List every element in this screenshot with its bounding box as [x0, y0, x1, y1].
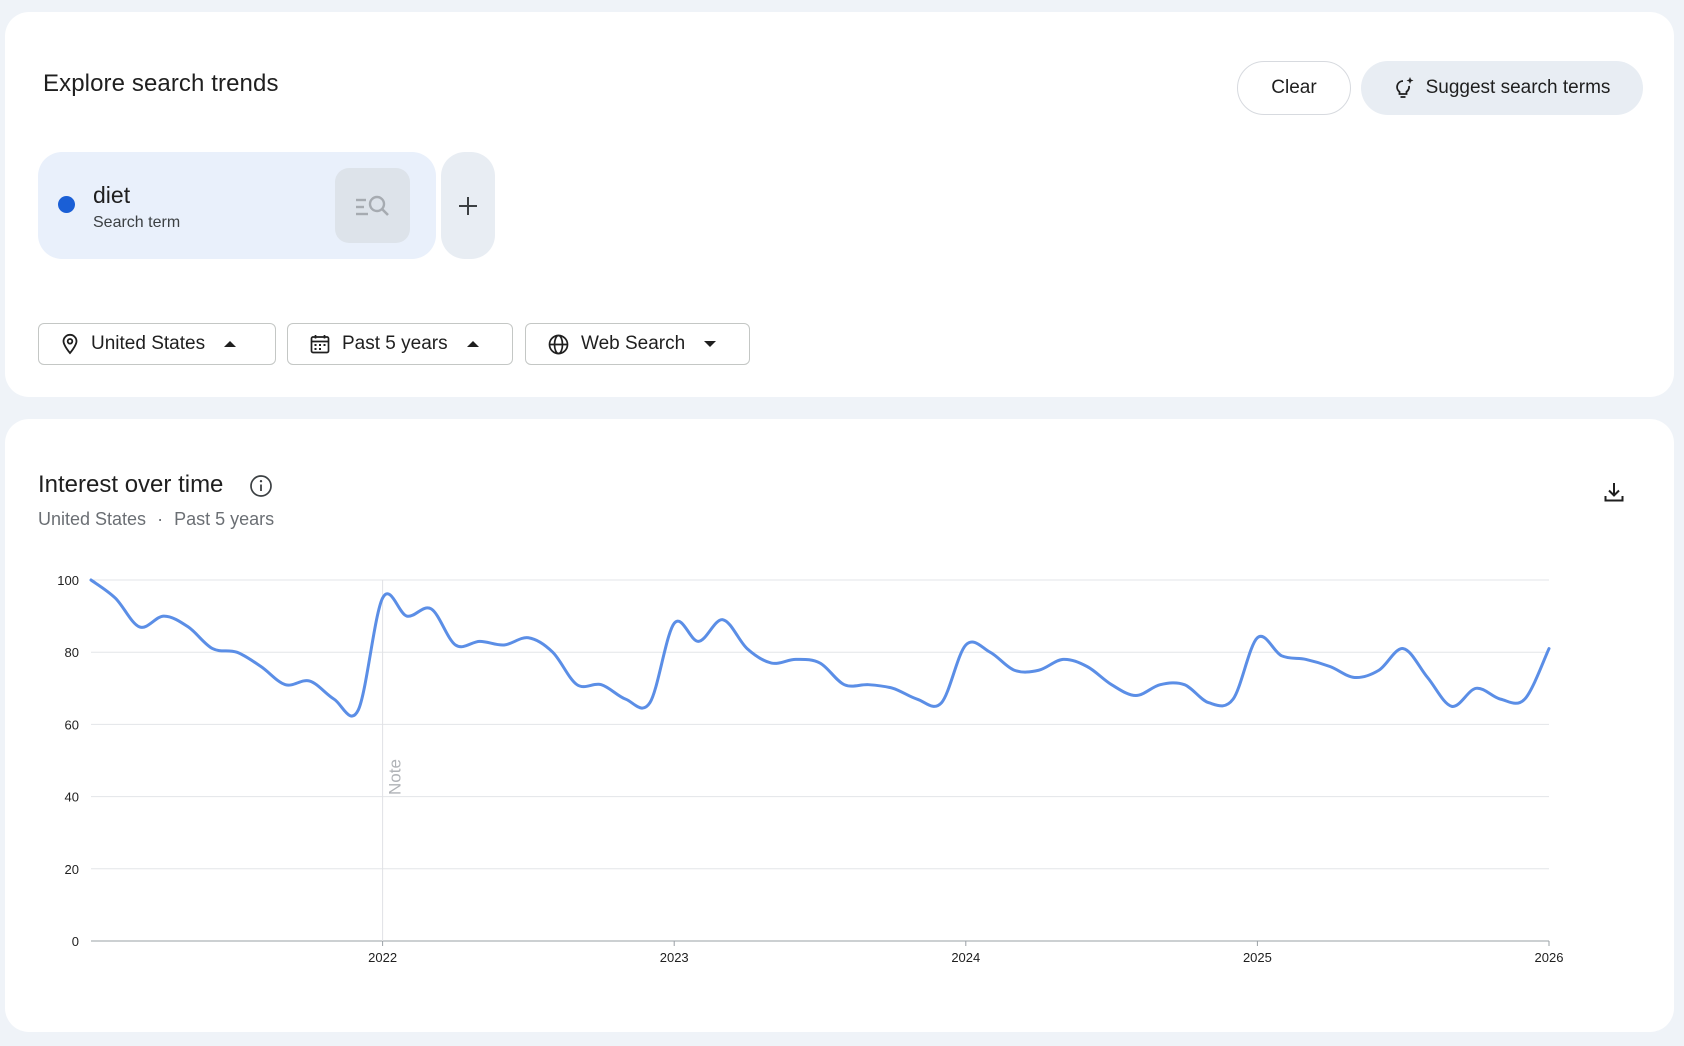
interest-over-time-card: Interest over time United States · Past … [5, 419, 1674, 1032]
y-tick-label: 100 [57, 573, 79, 588]
term-name: diet [93, 182, 131, 208]
term-search-options-button[interactable] [335, 168, 410, 243]
subtitle-location: United States [38, 509, 147, 529]
interest-chart: 0 20 40 60 80 100 2022 2023 2024 2025 2026 Note [57, 573, 1564, 965]
chart-subtitle: United States · Past 5 years [38, 509, 274, 530]
download-icon[interactable] [1602, 480, 1626, 509]
suggest-search-terms-button[interactable]: Suggest search terms [1361, 61, 1643, 115]
y-tick-label: 20 [65, 862, 79, 877]
manage-search-icon [354, 193, 392, 219]
y-tick-label: 40 [65, 790, 79, 805]
search-property-filter-label: Web Search [581, 333, 686, 354]
location-filter[interactable]: United States [38, 323, 276, 365]
plus-icon [457, 195, 479, 217]
suggest-button-label: Suggest search terms [1425, 77, 1611, 98]
chart-title: Interest over time [38, 471, 224, 498]
caret-up-icon [223, 340, 237, 348]
search-property-filter[interactable]: Web Search [525, 323, 750, 365]
globe-icon [548, 334, 569, 355]
subtitle-time-range: Past 5 years [174, 509, 275, 529]
term-color-dot [58, 196, 75, 213]
y-tick-label: 60 [65, 717, 79, 732]
x-tick-label: 2026 [1535, 950, 1564, 965]
page-title: Explore search trends [43, 70, 279, 97]
y-tick-label: 0 [72, 934, 79, 949]
time-range-filter-label: Past 5 years [342, 333, 448, 354]
caret-down-icon [703, 340, 717, 348]
calendar-icon [310, 334, 330, 354]
series-line [89, 578, 1551, 718]
term-type: Search term [93, 214, 181, 231]
search-term-chip[interactable]: diet Search term [38, 152, 436, 259]
x-tick-label: 2023 [660, 950, 689, 965]
clear-button[interactable]: Clear [1237, 61, 1351, 115]
x-tick-label: 2022 [368, 950, 397, 965]
subtitle-separator: · [157, 509, 164, 529]
x-tick-label: 2025 [1243, 950, 1272, 965]
caret-up-icon [466, 340, 480, 348]
location-filter-label: United States [91, 333, 206, 354]
sparkle-bulb-icon [1394, 76, 1416, 100]
add-term-button[interactable] [441, 152, 495, 259]
time-range-filter[interactable]: Past 5 years [287, 323, 513, 365]
clear-button-label: Clear [1271, 77, 1317, 98]
x-tick-label: 2024 [951, 950, 980, 965]
explore-card: Explore search trends Clear Suggest sear… [5, 12, 1674, 397]
y-tick-label: 80 [65, 645, 79, 660]
note-label: Note [386, 759, 405, 795]
location-pin-icon [61, 333, 79, 355]
info-icon[interactable] [249, 474, 273, 503]
